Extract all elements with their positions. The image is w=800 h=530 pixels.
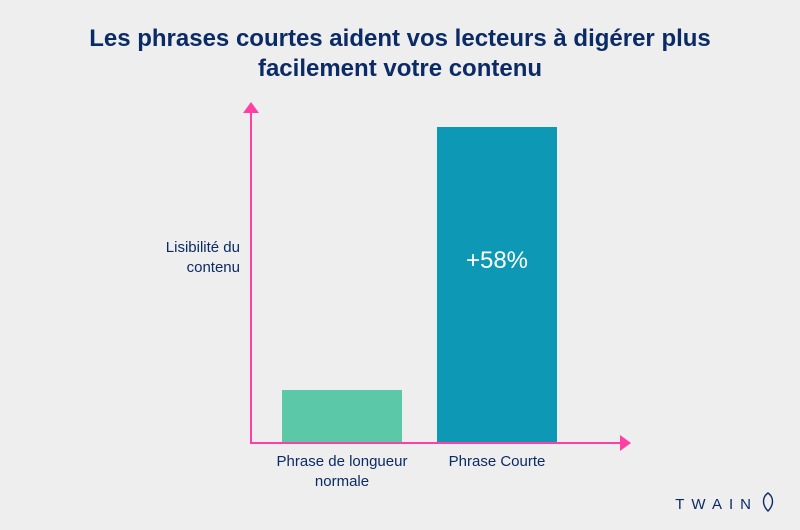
bar-label-0: Phrase de longueur normale [267,452,417,491]
x-axis-arrow-icon [620,435,631,451]
bar-label-1: Phrase Courte [422,452,572,472]
chart-title: Les phrases courtes aident vos lecteurs … [80,24,720,84]
brand-text: TWAIN [675,496,758,513]
infographic-canvas: Les phrases courtes aident vos lecteurs … [0,0,800,530]
brand-logo: TWAIN [675,492,776,516]
bar-0 [282,390,402,442]
y-axis-label: Lisibilité du contenu [130,238,240,277]
x-axis [250,442,620,444]
y-axis-arrow-icon [243,102,259,113]
y-axis [250,110,252,442]
brand-leaf-icon [760,492,776,516]
bar-value-1: +58% [437,247,557,275]
bar-1: +58% [437,127,557,442]
